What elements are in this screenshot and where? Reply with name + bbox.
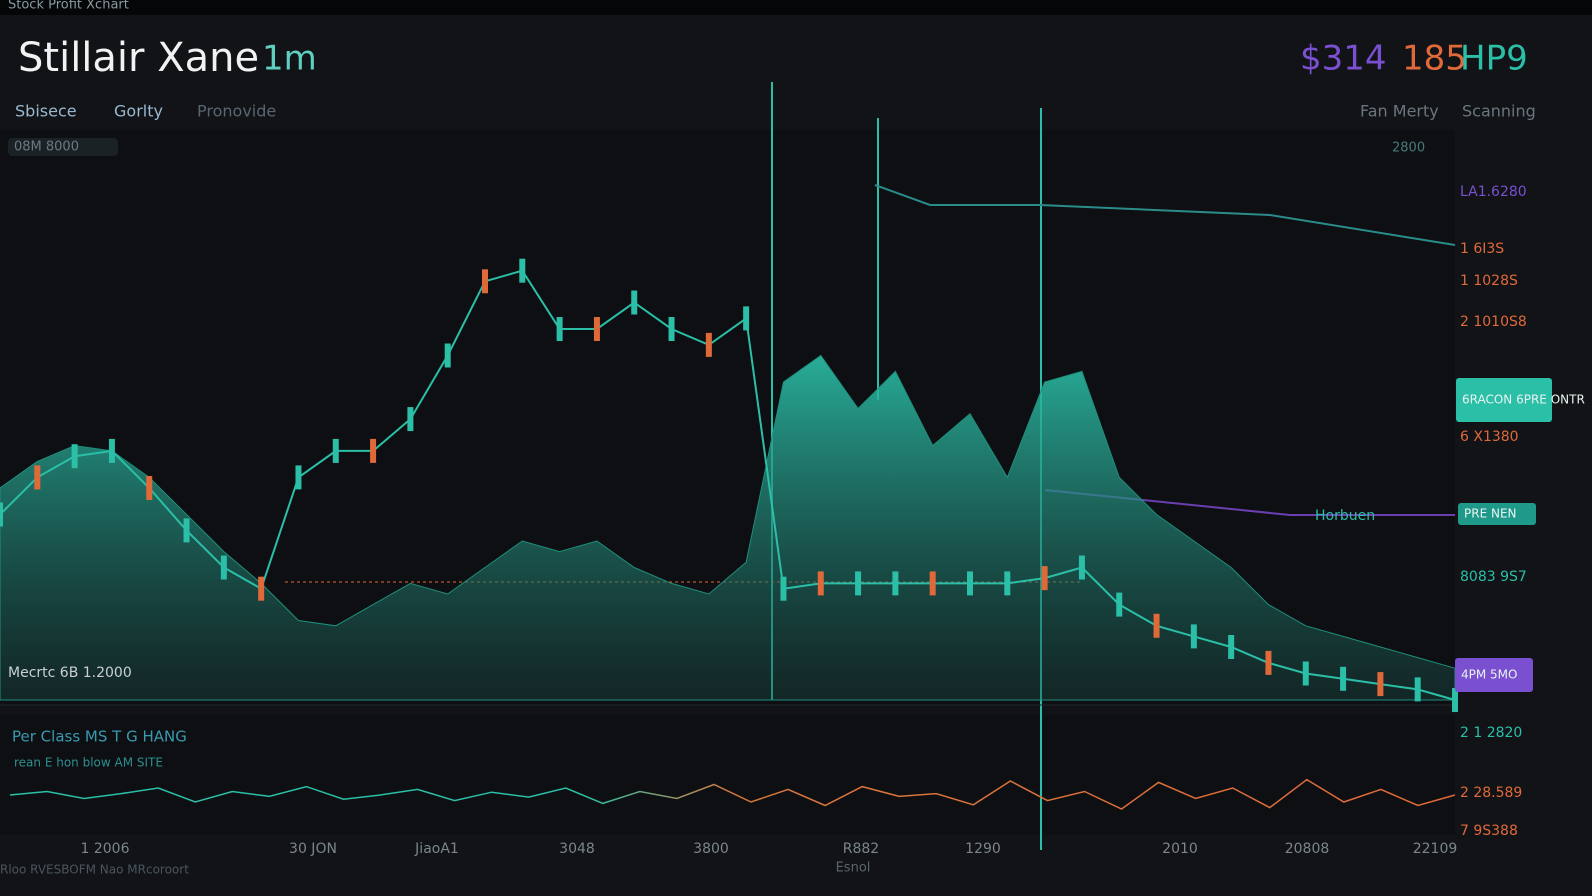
price-tag-text: 4PM 5MO — [1461, 668, 1517, 682]
candle — [34, 465, 41, 490]
candle — [0, 502, 3, 527]
candle — [1078, 555, 1085, 580]
volume-label: Mecrtc 6B 1.2000 — [8, 665, 132, 681]
candle — [108, 438, 115, 463]
candle — [668, 317, 675, 341]
topbar-text: Stock Profit Xchart — [8, 0, 129, 13]
x-label: 3048 — [559, 841, 595, 857]
axis-label: 2 1 2820 — [1460, 725, 1522, 741]
badge-text: 08M 8000 — [14, 140, 79, 155]
candle — [780, 576, 787, 601]
oscillator-line — [9, 778, 1456, 810]
candle — [444, 343, 451, 368]
topbar — [0, 0, 1592, 15]
candle — [295, 465, 302, 490]
badge — [8, 138, 118, 156]
candle — [258, 576, 265, 601]
axis-label: 1 6I3S — [1460, 241, 1504, 257]
price-tag-text: 6RACON 6PRE ONTR — [1462, 393, 1585, 407]
x-label: 2010 — [1162, 841, 1198, 857]
candle — [1004, 571, 1011, 596]
candle — [705, 332, 712, 357]
x-label: 20808 — [1285, 841, 1330, 857]
nav-right[interactable]: Scanning — [1462, 102, 1536, 121]
axis-label: 1 1028S — [1460, 273, 1518, 289]
interval: 1m — [262, 39, 317, 79]
candle — [855, 571, 862, 596]
axis-label: 2 1010S8 — [1460, 314, 1527, 330]
footer: Rloo RVESBOFM Nao MRcoroort — [0, 863, 189, 877]
price-tag-text: PRE NEN — [1464, 507, 1517, 521]
candle — [743, 306, 750, 331]
candle — [1414, 677, 1421, 702]
volume-area — [0, 354, 1456, 701]
candle — [482, 269, 488, 294]
nav-item[interactable]: Gorlty — [114, 102, 163, 121]
chart-label: Horbuen — [1315, 508, 1375, 524]
candle — [593, 317, 600, 341]
axis-label: 6 X1380 — [1460, 429, 1519, 445]
x-label: 3800 — [693, 841, 729, 857]
candle — [519, 258, 526, 283]
candle — [1228, 635, 1235, 659]
candle — [220, 555, 227, 580]
trend-line — [874, 184, 1456, 246]
x-label: R882 — [843, 841, 879, 857]
candle — [1452, 688, 1458, 712]
axis-label: 8083 9S7 — [1460, 569, 1527, 585]
candle — [407, 407, 414, 432]
nav-item[interactable]: Sbisece — [15, 102, 77, 121]
candle — [332, 438, 339, 463]
candle — [146, 476, 153, 500]
candle — [631, 290, 638, 315]
candle — [1377, 672, 1384, 697]
price-tag — [1456, 378, 1552, 422]
candle — [556, 317, 563, 341]
candle — [1340, 666, 1347, 691]
price-tag — [1455, 658, 1533, 692]
indicator-panel — [0, 715, 1455, 835]
candle — [1116, 592, 1123, 617]
badge-text: 2800 — [1392, 141, 1425, 156]
price-c: HP9 — [1460, 39, 1528, 79]
candle — [1265, 650, 1272, 675]
candle — [1041, 566, 1048, 591]
x-label: 1 2006 — [81, 841, 130, 857]
axis-label: LA1.6280 — [1460, 184, 1527, 200]
x-label: 1290 — [965, 841, 1001, 857]
candle — [1302, 661, 1309, 686]
candle — [892, 571, 899, 596]
x-label: 22109 — [1413, 841, 1458, 857]
price-b: 185 — [1402, 39, 1467, 79]
nav-right[interactable]: Fan Merty — [1360, 102, 1439, 121]
title: Stillair Xane — [18, 35, 259, 81]
nav-item[interactable]: Pronovide — [197, 102, 276, 121]
candle — [817, 571, 824, 596]
x-caption: Esnol — [836, 861, 871, 876]
axis-label: 7 9S388 — [1460, 823, 1518, 839]
candle — [183, 518, 190, 543]
candle — [71, 444, 78, 469]
x-label: 30 JON — [289, 841, 337, 857]
x-label: JiaoA1 — [414, 841, 459, 857]
price-a: $314 — [1300, 39, 1387, 79]
indicator-subtitle: rean E hon blow AM SITE — [14, 756, 163, 770]
candle — [1153, 613, 1160, 638]
axis-label: 2 28.589 — [1460, 785, 1522, 801]
candle — [967, 571, 973, 596]
price-tag — [1458, 503, 1536, 525]
candle — [1190, 624, 1197, 649]
price-line — [0, 269, 1456, 701]
candle — [929, 571, 936, 596]
candle — [370, 438, 377, 463]
indicator-title: Per Class MS T G HANG — [12, 728, 187, 746]
